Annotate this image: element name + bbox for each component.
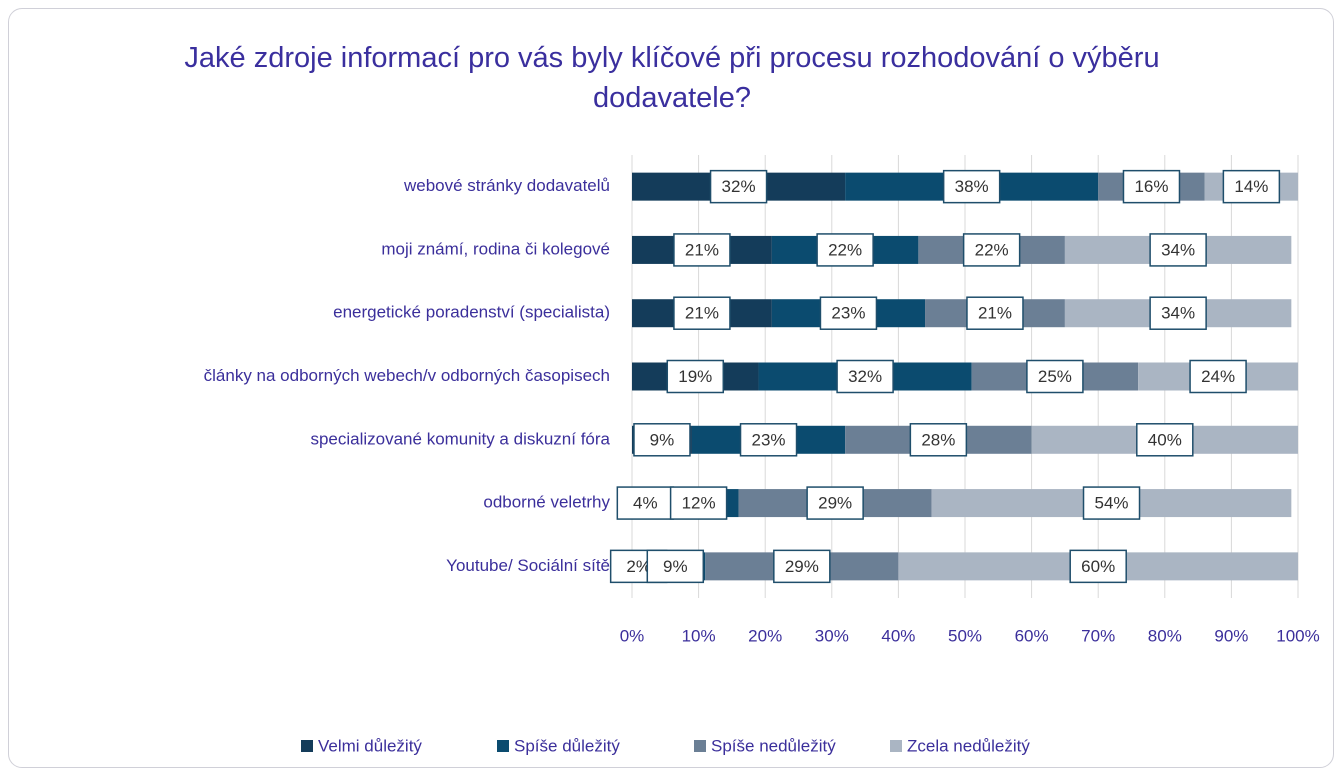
x-tick-label: 80% [1148,626,1182,645]
data-label: 19% [678,367,712,386]
x-tick-label: 100% [1276,626,1319,645]
x-tick-label: 10% [682,626,716,645]
data-label: 2% [626,557,651,576]
data-label-box [739,423,798,457]
data-label: 40% [1148,430,1182,449]
data-label-box [673,233,731,267]
data-label-box [962,233,1021,267]
data-label: 14% [1234,177,1268,196]
data-label-box [819,296,878,330]
data-label: 32% [848,367,882,386]
chart-title: Jaké zdroje informací pro vás byly klíčo… [184,42,1160,114]
data-label: 16% [1134,177,1168,196]
category-label: články na odborných webech/v odborných č… [204,366,610,385]
x-tick-label: 0% [620,626,645,645]
data-label: 28% [921,430,955,449]
data-label: 4% [633,494,658,513]
data-label: 29% [818,494,852,513]
data-label: 32% [722,177,756,196]
category-label: odborné veletrhy [483,493,610,512]
legend-swatch [694,740,706,752]
category-label: moji známí, rodina či kolegové [381,239,610,258]
x-tick-label: 60% [1015,626,1049,645]
data-label: 54% [1095,494,1129,513]
data-label-box [1189,359,1247,394]
legend-label: Zcela nedůležitý [907,736,1030,755]
data-label: 34% [1161,304,1195,323]
legend-label: Spíše důležitý [514,736,620,755]
data-label: 24% [1201,367,1235,386]
category-label: energetické poradenství (specialista) [333,303,610,322]
data-label-box [673,296,731,330]
data-label-box [1069,549,1127,584]
data-label-box [966,296,1024,330]
data-label-box [1026,359,1084,394]
data-label-box [709,169,768,204]
legend-swatch [497,740,509,752]
data-label: 23% [752,430,786,449]
data-label: 29% [785,557,819,576]
legend-label: Velmi důležitý [318,736,422,755]
data-label-box [773,549,831,584]
x-tick-label: 40% [881,626,915,645]
data-label-box [1122,169,1181,204]
data-label-box [1082,486,1141,520]
data-label: 60% [1081,557,1115,576]
x-tick-label: 20% [748,626,782,645]
x-tick-label: 30% [815,626,849,645]
data-label-box [942,169,1001,204]
legend-label: Spíše nedůležitý [711,736,836,755]
category-label: Youtube/ Sociální sítě [446,556,610,575]
data-label-box [806,486,864,520]
x-tick-label: 90% [1214,626,1248,645]
data-label: 25% [1038,367,1072,386]
data-label-box [633,423,691,457]
data-label-box [1149,233,1207,267]
category-label: specializované komunity a diskuzní fóra [310,429,610,448]
data-label-box [909,423,968,457]
data-label: 21% [685,240,719,259]
data-label-box [836,359,894,394]
data-label-box [1149,296,1207,330]
data-label-box [669,486,728,520]
x-tick-label: 50% [948,626,982,645]
data-label: 9% [650,430,675,449]
data-label: 21% [685,304,719,323]
legend-swatch [890,740,902,752]
data-label: 12% [682,494,716,513]
data-label-box [1222,169,1281,204]
data-label: 22% [975,240,1009,259]
card [8,8,1334,768]
data-label: 9% [663,557,688,576]
x-tick-label: 70% [1081,626,1115,645]
data-label: 38% [955,177,989,196]
category-label: webové stránky dodavatelů [403,176,610,195]
data-label-box [1136,423,1194,457]
data-label-box [616,486,675,520]
data-label: 23% [831,304,865,323]
data-label: 21% [978,304,1012,323]
data-label-box [666,359,725,394]
data-label: 22% [828,240,862,259]
data-label: 34% [1161,240,1195,259]
data-label-box [816,233,874,267]
legend-swatch [301,740,313,752]
data-label-box [646,549,705,584]
